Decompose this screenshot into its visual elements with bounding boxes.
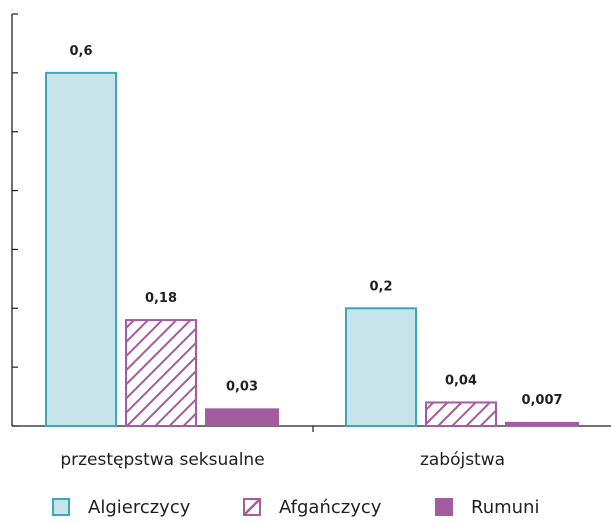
category-label: przestępstwa seksualne [60, 450, 264, 470]
legend-label: Algierczycy [88, 496, 191, 518]
bar-1-2 [125, 319, 197, 427]
legend-label: Rumuni [471, 496, 540, 518]
legend-swatch-outline [52, 498, 70, 516]
legend-swatch-hatched [243, 498, 261, 516]
bar-chart: 0,6 0,18 0,03 0,2 0,04 0,007 przestępstwa sek… [11, 13, 611, 470]
bar-2-1 [345, 307, 417, 427]
legend-item-rumuni: Rumuni [435, 494, 539, 520]
bar-2-3 [505, 421, 579, 427]
bars [45, 71, 579, 428]
bar-1-1 [45, 71, 117, 427]
value-label: 0,007 [521, 393, 562, 408]
value-label: 0,18 [145, 291, 177, 306]
value-label: 0,6 [69, 44, 92, 59]
legend-label: Afgańczycy [279, 496, 382, 518]
legend-item-afganczycy: Afgańczycy [243, 494, 381, 520]
value-label: 0,04 [445, 373, 477, 388]
legend: Algierczycy Afgańczycy Rumuni [0, 494, 611, 524]
value-labels: 0,6 0,18 0,03 0,2 0,04 0,007 [69, 44, 562, 408]
value-label: 0,2 [369, 279, 392, 294]
bar-1-3 [205, 408, 279, 426]
bar-2-2 [425, 401, 497, 428]
category-labels: przestępstwa seksualne zabójstwa [60, 450, 505, 470]
legend-item-algierczycy: Algierczycy [52, 494, 190, 520]
legend-swatch-solid [435, 498, 453, 516]
category-label: zabójstwa [420, 450, 505, 470]
value-label: 0,03 [226, 379, 258, 394]
